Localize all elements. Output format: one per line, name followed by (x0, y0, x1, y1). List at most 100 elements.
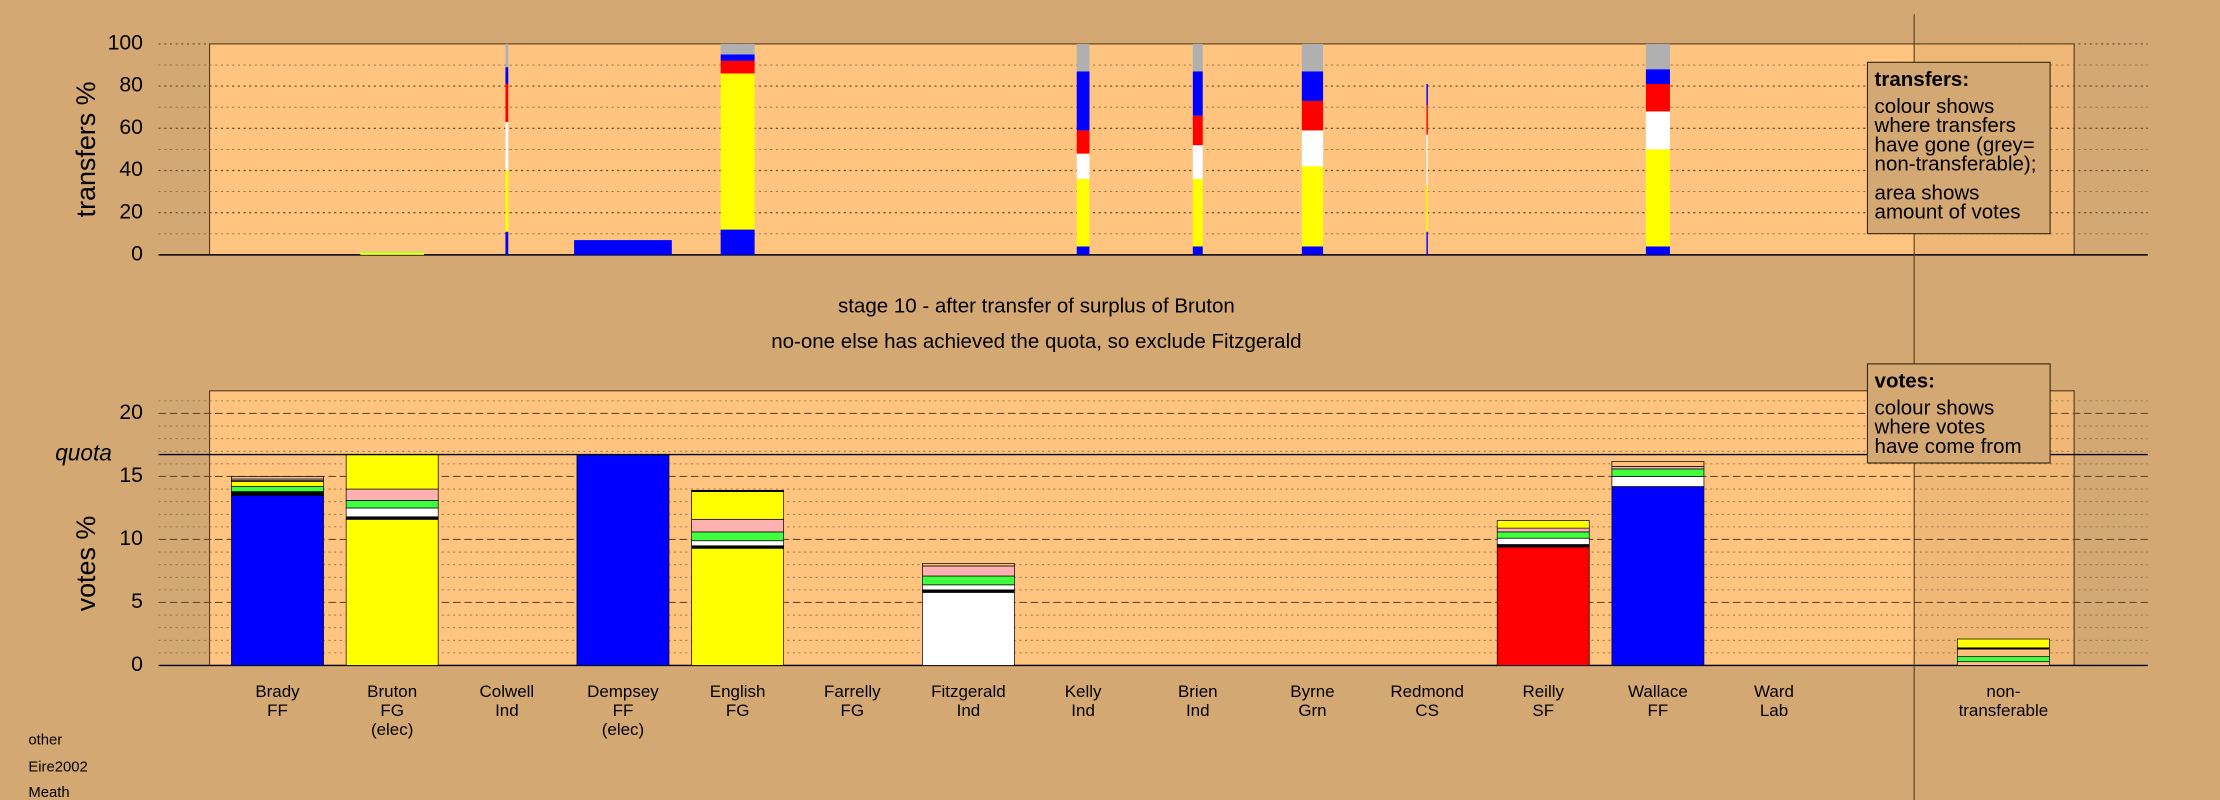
legend-box (1866, 363, 2051, 464)
y-tick-label: 80 (119, 74, 143, 97)
plot-area (208, 43, 2075, 256)
y-tick-label: 60 (119, 116, 143, 139)
bar-segment (1076, 246, 1090, 255)
y-tick-label: 20 (119, 401, 143, 424)
bar-segment (1611, 461, 1705, 467)
bar-segment (691, 540, 785, 547)
bar-segment (505, 121, 509, 171)
bar-segment (691, 518, 785, 533)
bar-segment (720, 43, 755, 55)
quota-label: quota (55, 440, 112, 466)
bar-segment (1645, 84, 1670, 112)
bar-segment (1192, 178, 1203, 247)
bar-segment (922, 584, 1015, 591)
x-tick-label: Brady (255, 682, 300, 701)
x-tick-label: Ind (957, 701, 981, 720)
bar-segment (574, 240, 672, 255)
y-tick-label: 0 (131, 653, 143, 676)
bar-segment (345, 500, 439, 509)
bar-segment (576, 454, 670, 666)
bar-segment (1301, 166, 1324, 247)
legend-title: transfers: (1875, 68, 1970, 91)
x-tick-label: Wallace (1628, 682, 1688, 701)
x-tick-label: Ind (1071, 701, 1095, 720)
x-tick-label: CS (1415, 701, 1439, 720)
legend-text: non-transferable); (1875, 152, 2037, 175)
bar-segment (1192, 43, 1203, 72)
bar-segment (1611, 486, 1705, 666)
bar-segment (505, 231, 509, 255)
bar-segment (1496, 527, 1590, 533)
bar-segment (1192, 115, 1203, 146)
bar-segment (1645, 246, 1670, 255)
bar-segment (1957, 648, 2050, 657)
legend-text: colour shows (1875, 397, 1995, 420)
bar-segment (1645, 43, 1670, 70)
bar-segment (1611, 468, 1705, 477)
x-tick-label: FG (380, 701, 404, 720)
bar-segment (1957, 661, 2050, 666)
stage-note: no-one else has achieved the quota, so e… (771, 330, 1301, 353)
bar-segment (345, 518, 439, 666)
legend-title: votes: (1875, 370, 1935, 393)
bar-segment (1076, 130, 1090, 154)
bar-segment (922, 575, 1015, 586)
bar-segment (505, 170, 509, 232)
y-tick-label: 40 (119, 158, 143, 181)
y-tick-label: 0 (131, 242, 143, 265)
bar-segment (720, 73, 755, 230)
bar-segment (1192, 145, 1203, 179)
bar-segment (1426, 231, 1428, 255)
bar-segment (1301, 100, 1324, 131)
bar-segment (1426, 185, 1428, 232)
bar-segment (1496, 537, 1590, 545)
x-tick-label: SF (1532, 701, 1554, 720)
bar-segment (231, 495, 324, 666)
footer-text: other (28, 732, 62, 748)
bar-segment (691, 491, 785, 520)
legend-text: have come from (1875, 435, 2022, 458)
bar-segment (1301, 71, 1324, 101)
x-tick-label: FF (267, 701, 288, 720)
legend-text: colour shows (1875, 95, 1995, 118)
x-tick-label: FG (841, 701, 865, 720)
x-tick-label: Kelly (1065, 682, 1102, 701)
bar-segment (1076, 43, 1090, 72)
bar-segment (1496, 520, 1590, 529)
bar-segment (1301, 130, 1324, 167)
bar-segment (1426, 84, 1428, 106)
bar-segment (1496, 546, 1590, 666)
x-tick-label: Reilly (1522, 682, 1564, 701)
y-tick-label: 20 (119, 200, 143, 223)
footer-text: Eire2002 (28, 759, 87, 775)
bar-segment (231, 486, 324, 492)
bar-segment (691, 531, 785, 542)
x-tick-label: non- (1986, 682, 2020, 701)
bar-segment (231, 476, 324, 480)
x-tick-label: Dempsey (587, 682, 659, 701)
bar-segment (720, 54, 755, 61)
bar-segment (1957, 656, 2050, 663)
bar-segment (691, 547, 785, 666)
bar-segment (922, 565, 1015, 577)
legend-text: where votes (1874, 416, 1986, 439)
bar-segment (720, 229, 755, 255)
bar-segment (1645, 111, 1670, 150)
x-tick-label: Ward (1754, 682, 1794, 701)
x-tick-label: Brien (1178, 682, 1218, 701)
bar-segment (720, 60, 755, 74)
legend-text: amount of votes (1875, 201, 2021, 224)
x-tick-label: FG (726, 701, 750, 720)
x-tick-label: Byrne (1290, 682, 1334, 701)
bar-segment (691, 489, 785, 492)
bar-segment (1611, 476, 1705, 487)
bar-segment (1076, 71, 1090, 131)
y-tick-label: 10 (119, 527, 143, 550)
x-tick-label: Fitzgerald (931, 682, 1006, 701)
bar-segment (1301, 246, 1324, 255)
legend-text: have gone (grey= (1875, 133, 2035, 156)
footer-text: Meath (28, 785, 69, 800)
y-tick-label: 15 (119, 464, 143, 487)
x-tick-label: Colwell (480, 682, 535, 701)
